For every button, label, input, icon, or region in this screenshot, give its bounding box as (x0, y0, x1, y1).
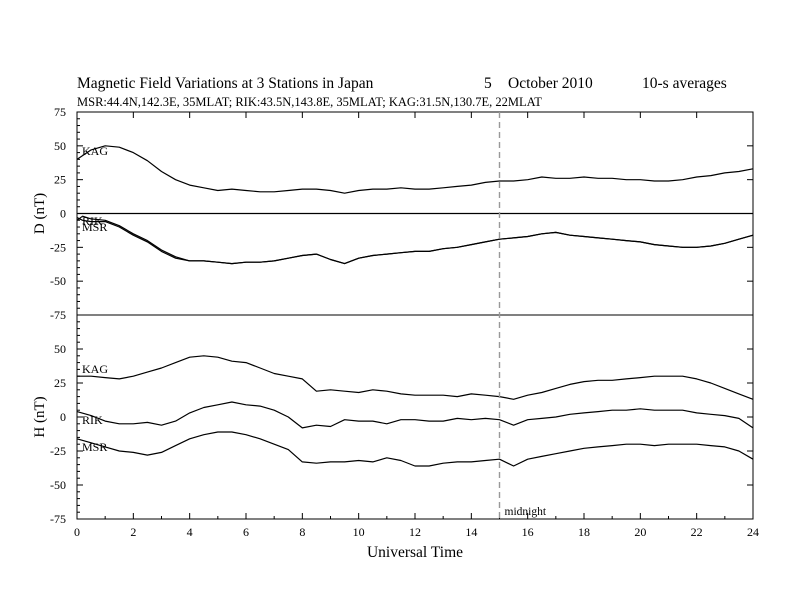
chart-averages-label: 10-s averages (642, 75, 727, 92)
d-series-rik (76, 215, 754, 265)
x-tick-label: 10 (353, 525, 365, 539)
x-tick-label: 24 (747, 525, 759, 539)
x-tick-label: 20 (634, 525, 646, 539)
d-ytick-label: 25 (54, 173, 66, 187)
h-component-panel: 50 25 0 -25 -50 -75 H (nT) KAG RIK MSR (32, 314, 754, 526)
d-series-label-kag: KAG (82, 144, 108, 158)
x-tick-label: 4 (187, 525, 193, 539)
h-series-msr (76, 431, 754, 467)
x-tick-label: 14 (465, 525, 477, 539)
h-ytick-label: 25 (54, 376, 66, 390)
x-tick-label: 2 (130, 525, 136, 539)
x-tick-label: 12 (409, 525, 421, 539)
d-series-label-msr: MSR (82, 220, 107, 234)
x-axis-label: Universal Time (367, 544, 463, 561)
d-ytick-label: -75 (50, 308, 66, 322)
h-series-label-msr: MSR (82, 440, 107, 454)
d-ytick-label: -50 (50, 274, 66, 288)
h-series-rik (76, 401, 754, 429)
h-series-label-kag: KAG (82, 362, 108, 376)
chart-date-day: 5 (484, 75, 492, 92)
d-ytick-label: -25 (50, 240, 66, 254)
d-y-axis-label: D (nT) (32, 193, 48, 234)
x-tick-label: 18 (578, 525, 590, 539)
d-ytick-label: 0 (60, 207, 66, 221)
h-y-axis-label: H (nT) (32, 396, 48, 437)
x-tick-label: 16 (522, 525, 534, 539)
midnight-annotation: midnight (505, 506, 547, 518)
d-ytick-label: 50 (54, 139, 66, 153)
chart-date-month-year: October 2010 (508, 75, 593, 92)
d-series-msr (76, 217, 754, 265)
x-tick-label: 8 (299, 525, 305, 539)
h-ytick-label: -75 (50, 512, 66, 526)
h-ytick-label: -50 (50, 478, 66, 492)
x-tick-label: 6 (243, 525, 249, 539)
station-coordinates: MSR:44.4N,142.3E, 35MLAT; RIK:43.5N,143.… (77, 95, 542, 109)
h-ytick-label: 50 (54, 342, 66, 356)
x-tick-label: 0 (74, 525, 80, 539)
d-ytick-label: 75 (54, 105, 66, 119)
h-series-kag (77, 355, 754, 400)
chart-title: Magnetic Field Variations at 3 Stations … (77, 75, 374, 92)
h-series-label-rik: RIK (82, 413, 103, 427)
h-ytick-label: 0 (60, 410, 66, 424)
h-panel-frame (76, 314, 754, 520)
d-series-kag (76, 145, 754, 194)
h-ytick-label: -25 (50, 444, 66, 458)
x-tick-label: 22 (691, 525, 703, 539)
